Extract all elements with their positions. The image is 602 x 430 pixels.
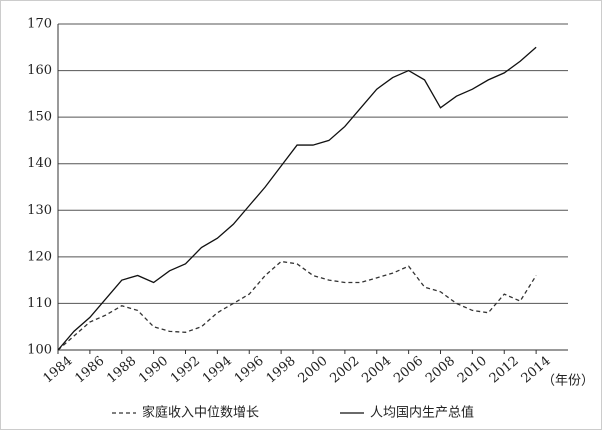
y-tick-label: 110	[27, 296, 52, 311]
y-tick-label: 150	[27, 110, 52, 125]
y-tick-label: 120	[27, 249, 52, 264]
legend-label: 家庭收入中位数增长	[142, 405, 259, 421]
x-axis-label: （年份）	[542, 374, 594, 389]
y-tick-label: 130	[27, 203, 52, 218]
y-tick-label: 100	[27, 343, 52, 358]
series-line	[57, 46, 537, 351]
legend-label: 人均国内生产总值	[370, 405, 474, 421]
y-tick-label: 170	[27, 17, 52, 32]
series-line	[57, 260, 537, 351]
y-tick-label: 140	[27, 156, 52, 171]
y-tick-label: 160	[27, 63, 52, 78]
